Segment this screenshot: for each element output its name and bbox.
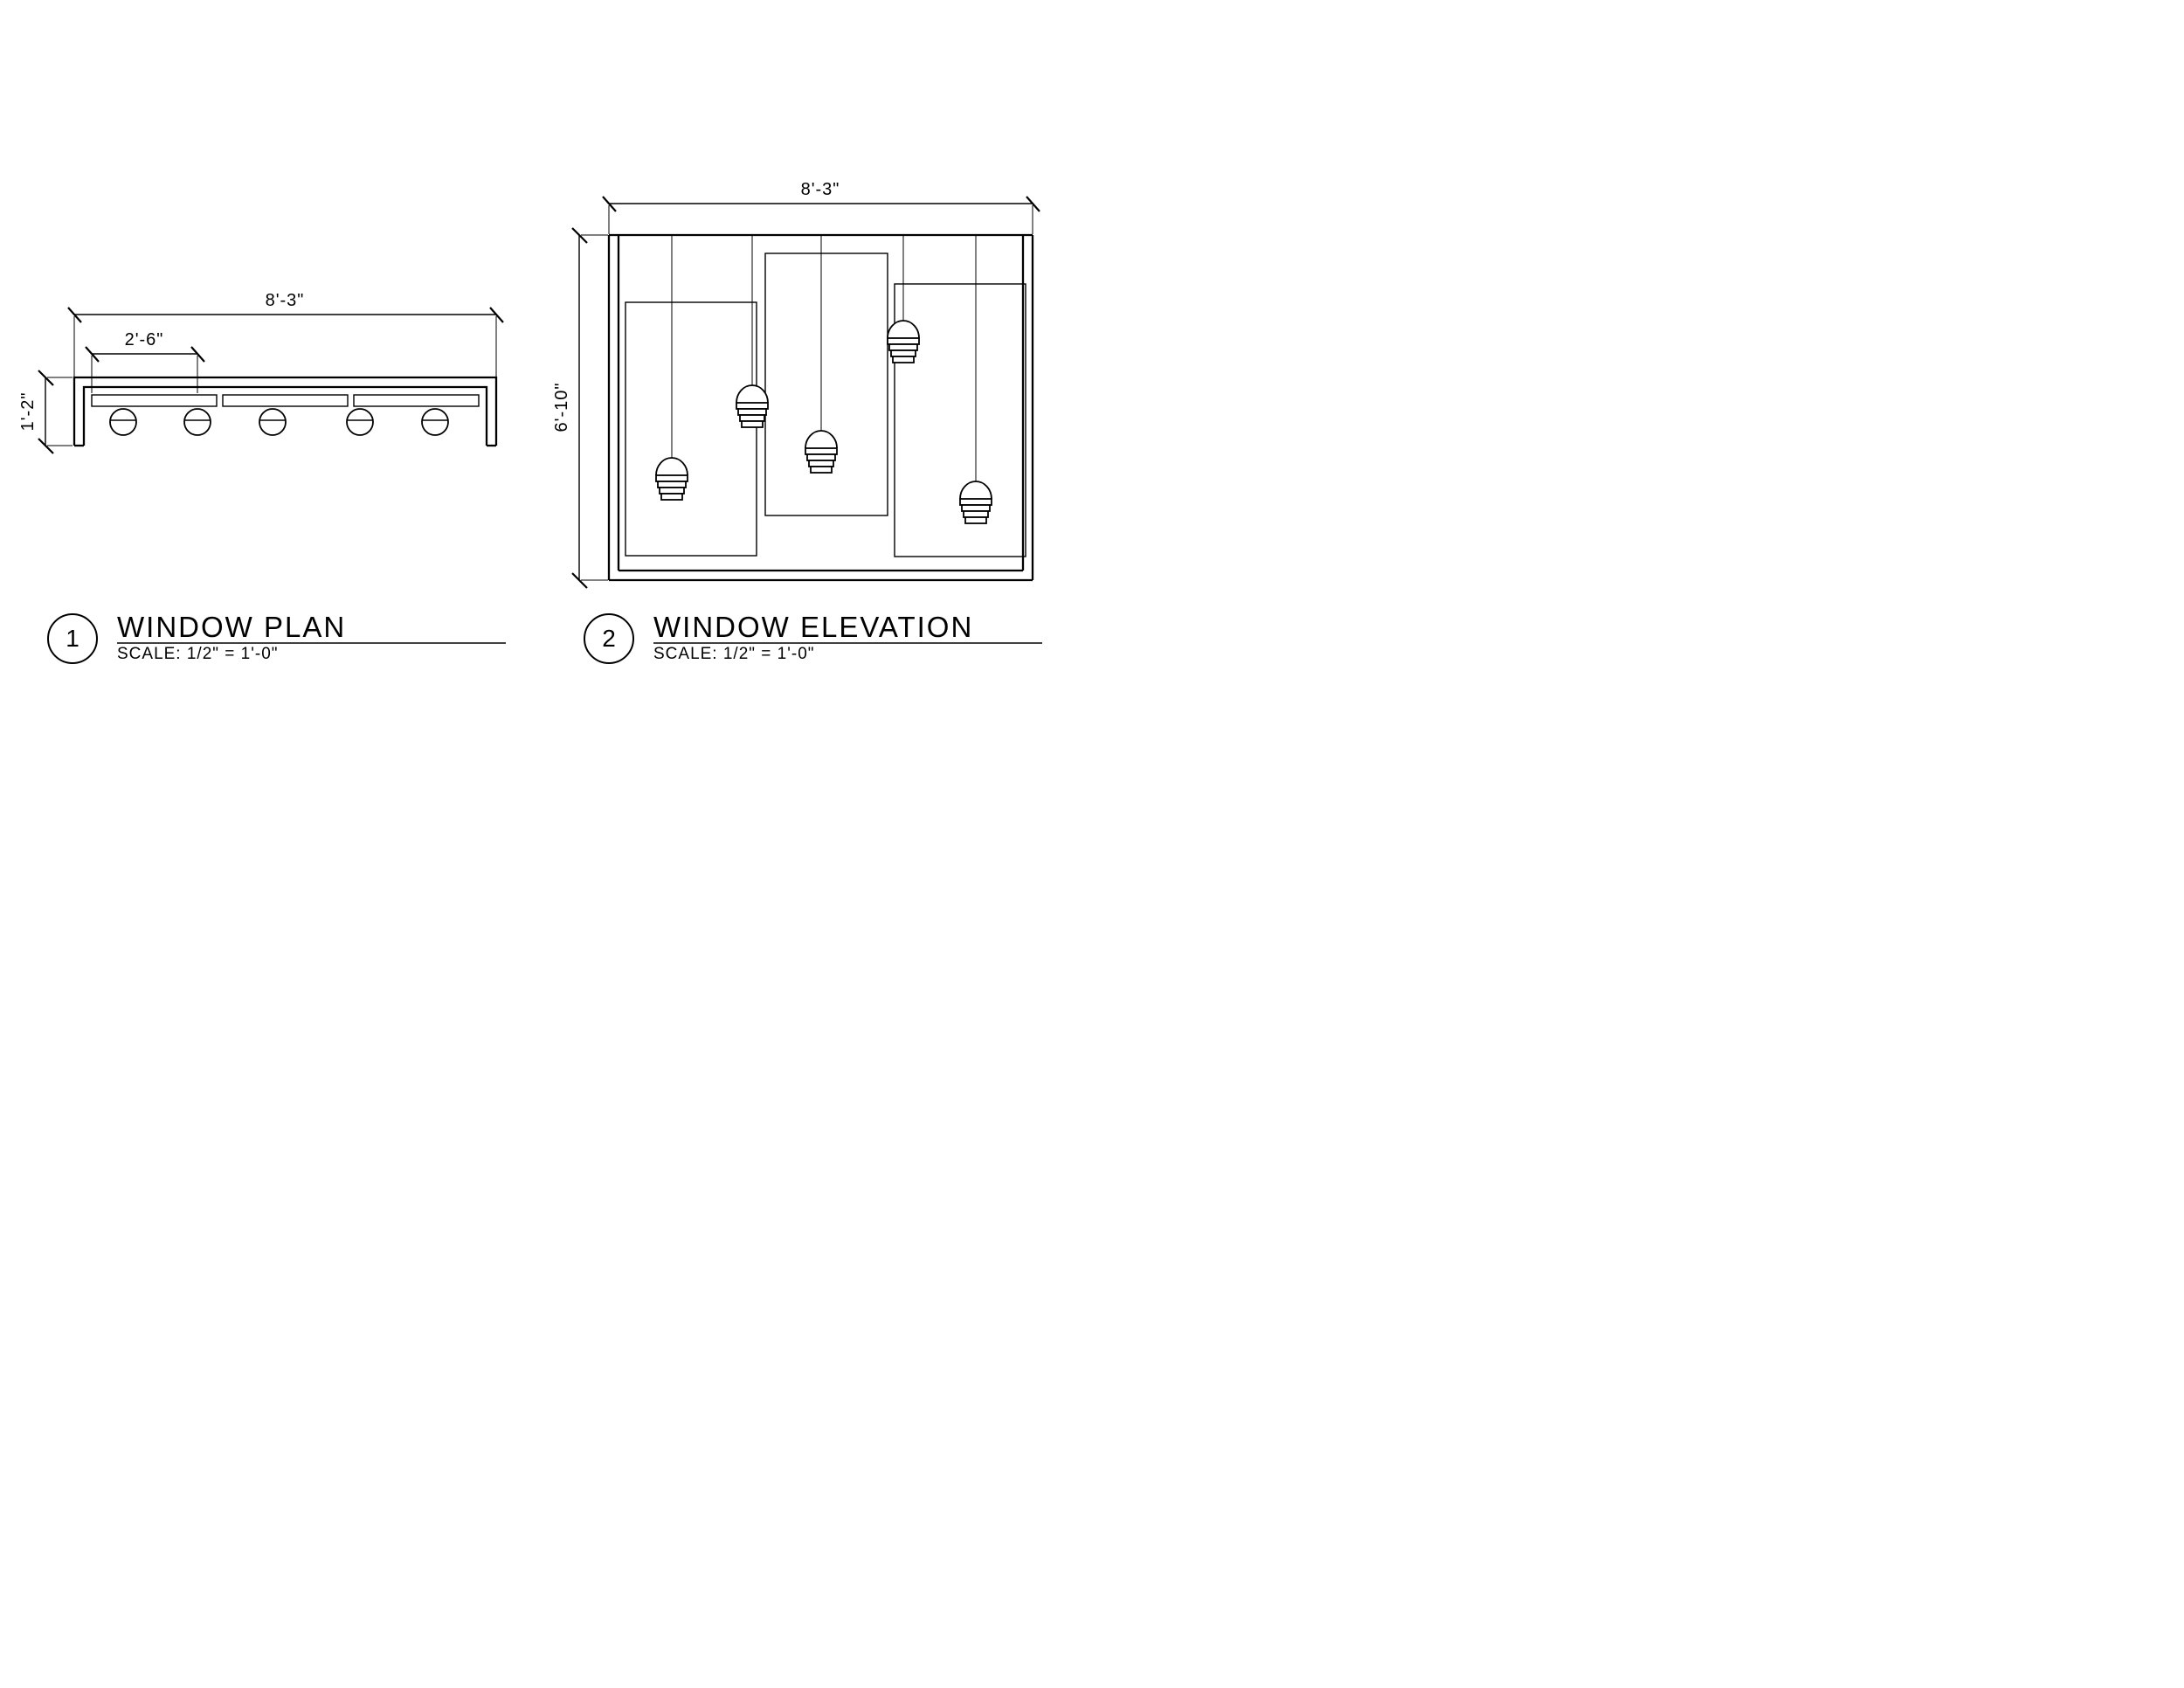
pendant-light-elevation <box>960 235 992 523</box>
title-block-plan: 1 WINDOW PLAN SCALE: 1/2" = 1'-0" <box>47 612 346 664</box>
dim-elev-height: 6'-10" <box>552 228 608 588</box>
detail-scale: SCALE: 1/2" = 1'-0" <box>117 645 346 664</box>
title-rule <box>117 641 510 645</box>
dim-elev-width-value: 8'-3" <box>801 180 840 199</box>
detail-number: 2 <box>584 613 634 664</box>
title-rule <box>653 641 1047 645</box>
detail-number: 1 <box>47 613 98 664</box>
detail-scale: SCALE: 1/2" = 1'-0" <box>653 645 973 664</box>
backdrop-panel <box>625 302 757 556</box>
dim-elev-width: 8'-3" <box>603 180 1040 234</box>
title-block-elevation: 2 WINDOW ELEVATION SCALE: 1/2" = 1'-0" <box>584 612 973 664</box>
pendant-light-elevation <box>805 235 837 473</box>
pendant-light-elevation <box>888 235 919 363</box>
dim-elev-height-value: 6'-10" <box>552 383 571 432</box>
detail-title: WINDOW PLAN <box>117 612 346 641</box>
pendant-light-elevation <box>736 235 768 427</box>
architectural-sheet: 8'-3" 2'-6" 1'-2" <box>0 0 1092 844</box>
backdrop-panel <box>765 253 888 515</box>
elevation-drawing: 8'-3" 6'-10" <box>0 0 1092 612</box>
pendant-light-elevation <box>656 235 688 500</box>
detail-title: WINDOW ELEVATION <box>653 612 973 641</box>
